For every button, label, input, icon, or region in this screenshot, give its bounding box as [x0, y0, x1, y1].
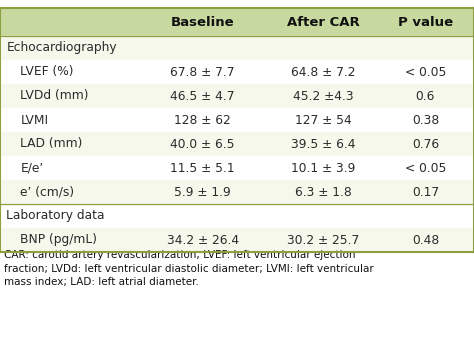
Text: 10.1 ± 3.9: 10.1 ± 3.9 — [292, 162, 356, 174]
Text: LVDd (mm): LVDd (mm) — [20, 90, 89, 102]
Text: LAD (mm): LAD (mm) — [20, 138, 83, 150]
Text: 67.8 ± 7.7: 67.8 ± 7.7 — [170, 66, 235, 78]
Text: Laboratory data: Laboratory data — [6, 210, 105, 222]
Text: 0.76: 0.76 — [412, 138, 439, 150]
Text: 40.0 ± 6.5: 40.0 ± 6.5 — [170, 138, 235, 150]
Bar — [0, 180, 474, 204]
Text: 11.5 ± 5.1: 11.5 ± 5.1 — [170, 162, 235, 174]
Text: LVMI: LVMI — [20, 114, 48, 126]
Text: 0.6: 0.6 — [416, 90, 435, 102]
Bar — [0, 204, 474, 228]
Text: 5.9 ± 1.9: 5.9 ± 1.9 — [174, 186, 231, 198]
Text: Baseline: Baseline — [171, 16, 235, 28]
Bar — [0, 132, 474, 156]
Text: CAR: carotid artery revascularization; LVEF: left ventricular ejection
fraction;: CAR: carotid artery revascularization; L… — [4, 250, 374, 287]
Bar — [0, 8, 474, 36]
Bar — [0, 84, 474, 108]
Text: Echocardiography: Echocardiography — [6, 42, 117, 54]
Text: 6.3 ± 1.8: 6.3 ± 1.8 — [295, 186, 352, 198]
Bar — [0, 36, 474, 60]
Text: 46.5 ± 4.7: 46.5 ± 4.7 — [170, 90, 235, 102]
Text: 128 ± 62: 128 ± 62 — [174, 114, 231, 126]
Text: P value: P value — [398, 16, 453, 28]
Bar — [0, 60, 474, 84]
Text: E/e’: E/e’ — [20, 162, 44, 174]
Text: 39.5 ± 6.4: 39.5 ± 6.4 — [291, 138, 356, 150]
Text: 0.38: 0.38 — [412, 114, 439, 126]
Text: 30.2 ± 25.7: 30.2 ± 25.7 — [287, 234, 360, 246]
Text: 127 ± 54: 127 ± 54 — [295, 114, 352, 126]
Text: 45.2 ±4.3: 45.2 ±4.3 — [293, 90, 354, 102]
Bar — [0, 108, 474, 132]
Text: LVEF (%): LVEF (%) — [20, 66, 74, 78]
Text: 0.17: 0.17 — [412, 186, 439, 198]
Bar — [0, 228, 474, 252]
Bar — [0, 156, 474, 180]
Text: < 0.05: < 0.05 — [405, 162, 446, 174]
Text: 0.48: 0.48 — [412, 234, 439, 246]
Text: BNP (pg/mL): BNP (pg/mL) — [20, 234, 97, 246]
Text: 64.8 ± 7.2: 64.8 ± 7.2 — [291, 66, 356, 78]
Text: e’ (cm/s): e’ (cm/s) — [20, 186, 74, 198]
Text: After CAR: After CAR — [287, 16, 360, 28]
Text: 34.2 ± 26.4: 34.2 ± 26.4 — [166, 234, 239, 246]
Text: < 0.05: < 0.05 — [405, 66, 446, 78]
